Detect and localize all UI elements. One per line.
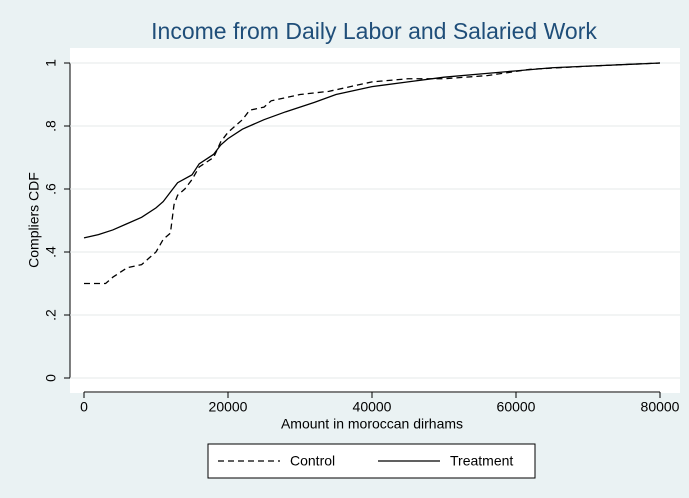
line-series	[84, 62, 661, 285]
y-tick-label: .8	[43, 120, 59, 132]
x-tick-label: 60000	[497, 399, 536, 415]
y-tick-label: 0	[43, 374, 59, 382]
y-axis-label: Compliers CDF	[26, 172, 42, 268]
line-series	[83, 62, 661, 239]
y-tick-label: .6	[43, 183, 59, 195]
y-tick-label: .4	[43, 246, 59, 258]
chart-title: Income from Daily Labor and Salaried Wor…	[151, 18, 597, 44]
x-tick-label: 80000	[641, 399, 680, 415]
x-tick-label: 20000	[209, 399, 248, 415]
legend-label: Treatment	[450, 453, 513, 469]
x-tick-label: 0	[80, 399, 88, 415]
legend-label: Control	[290, 453, 335, 469]
y-tick-label: .2	[43, 309, 59, 321]
x-axis-label: Amount in moroccan dirhams	[281, 416, 463, 432]
x-tick-label: 40000	[353, 399, 392, 415]
y-tick-label: 1	[43, 59, 59, 67]
plot-area	[70, 48, 680, 393]
